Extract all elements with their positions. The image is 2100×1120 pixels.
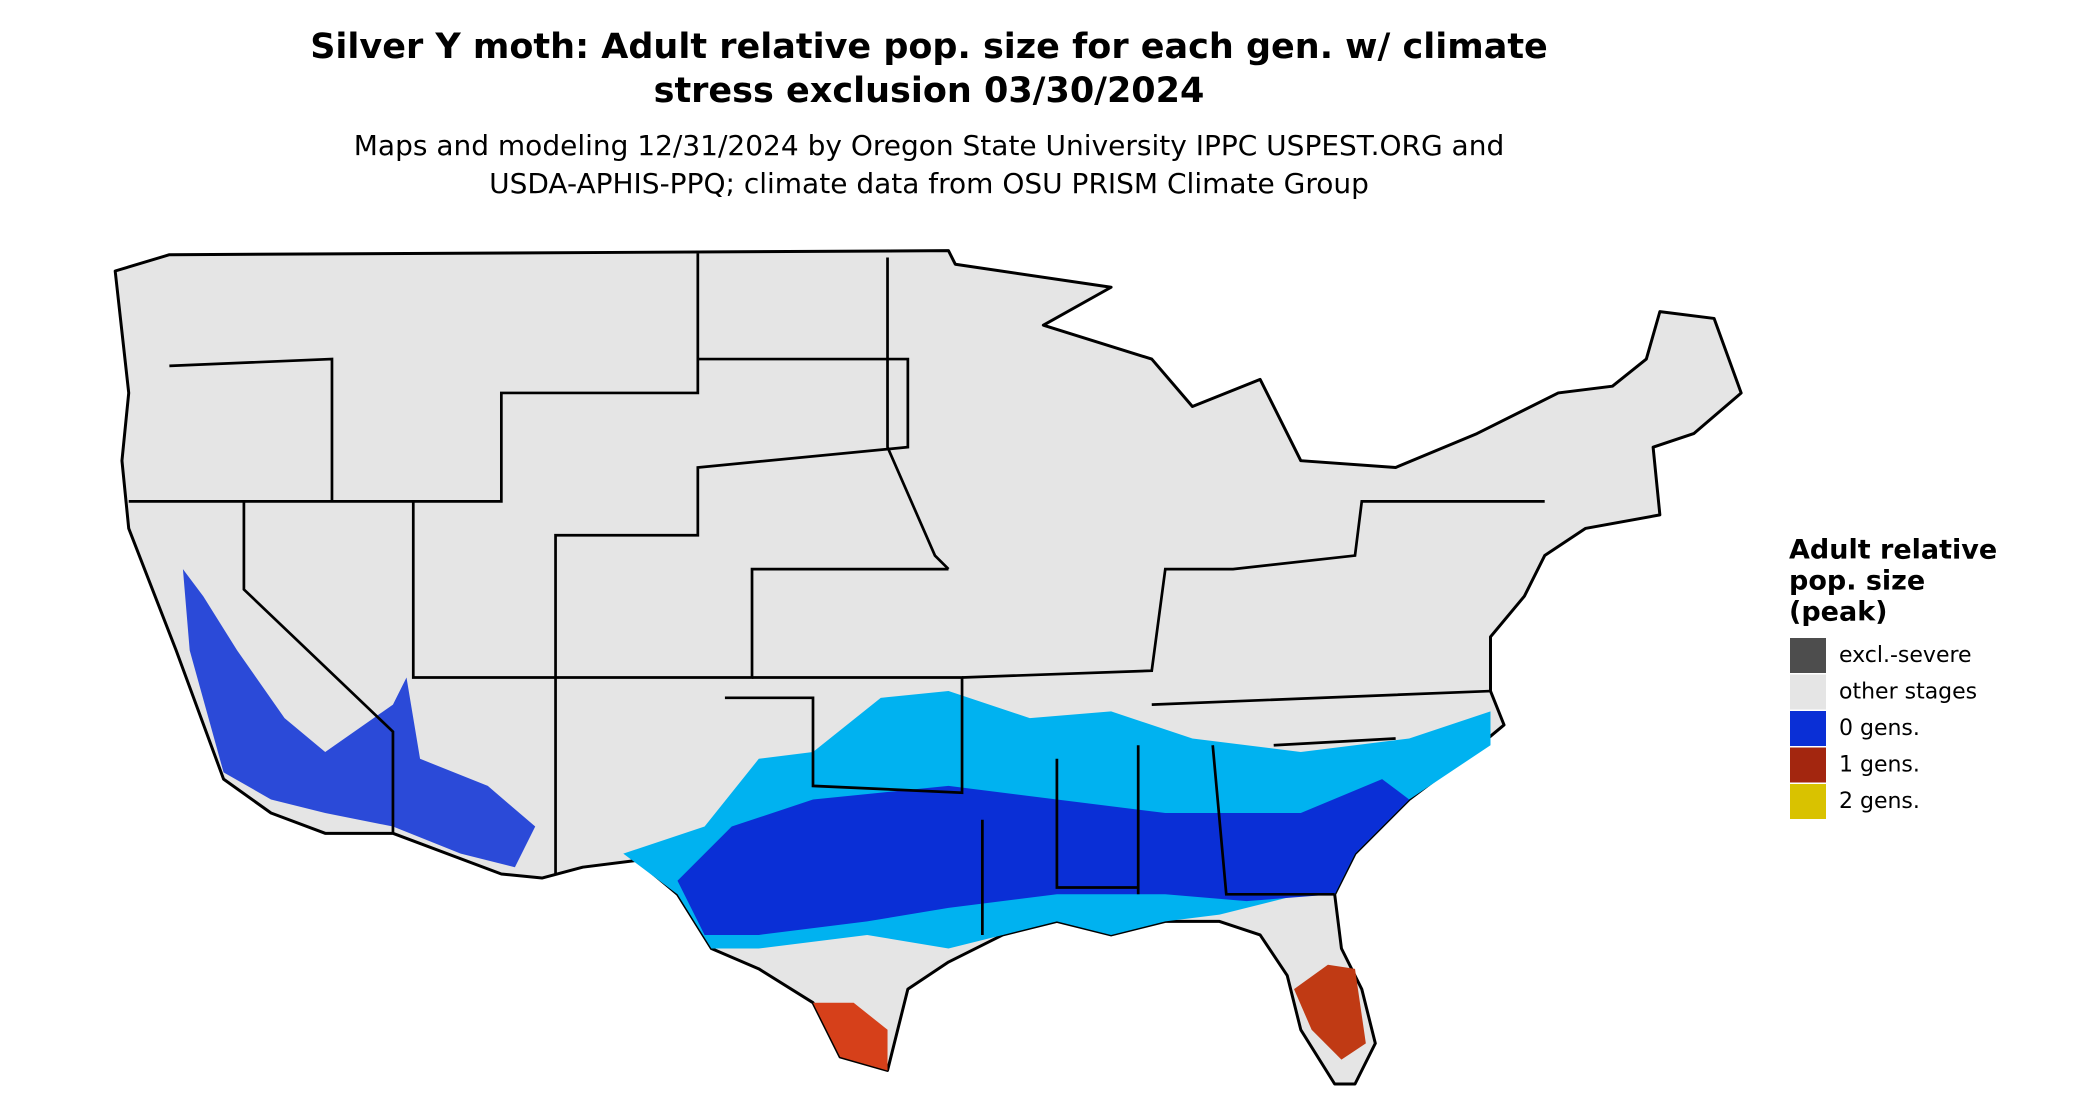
legend-title: pop. size [1789,566,1925,597]
subtitle: Maps and modeling 12/31/2024 by Oregon S… [354,129,1505,162]
title: stress exclusion 03/30/2024 [654,71,1205,111]
range-red-tx [813,1002,888,1071]
legend-swatch [1790,784,1826,819]
map [113,249,1743,1086]
header: Silver Y moth: Adult relative pop. size … [310,27,1548,200]
legend-swatch [1790,747,1826,783]
range-blue-west [182,569,536,868]
legend-title: (peak) [1789,597,1888,628]
legend-swatch [1790,674,1826,710]
state-lines [128,253,1545,935]
legend-label: 0 gens. [1839,716,1920,741]
legend-title: Adult relative [1789,535,1997,566]
legend-label: 2 gens. [1839,789,1920,814]
range-red-fl [1294,964,1366,1060]
us-outline [113,249,1743,1086]
legend-label: excl.-severe [1839,643,1972,668]
legend-swatch [1790,638,1826,673]
title: Silver Y moth: Adult relative pop. size … [310,27,1548,67]
legend-label: 1 gens. [1839,753,1920,778]
legend-swatch [1790,711,1826,746]
range-blue [677,779,1410,935]
legend-label: other stages [1839,680,1977,705]
subtitle: USDA-APHIS-PPQ; climate data from OSU PR… [489,167,1369,200]
